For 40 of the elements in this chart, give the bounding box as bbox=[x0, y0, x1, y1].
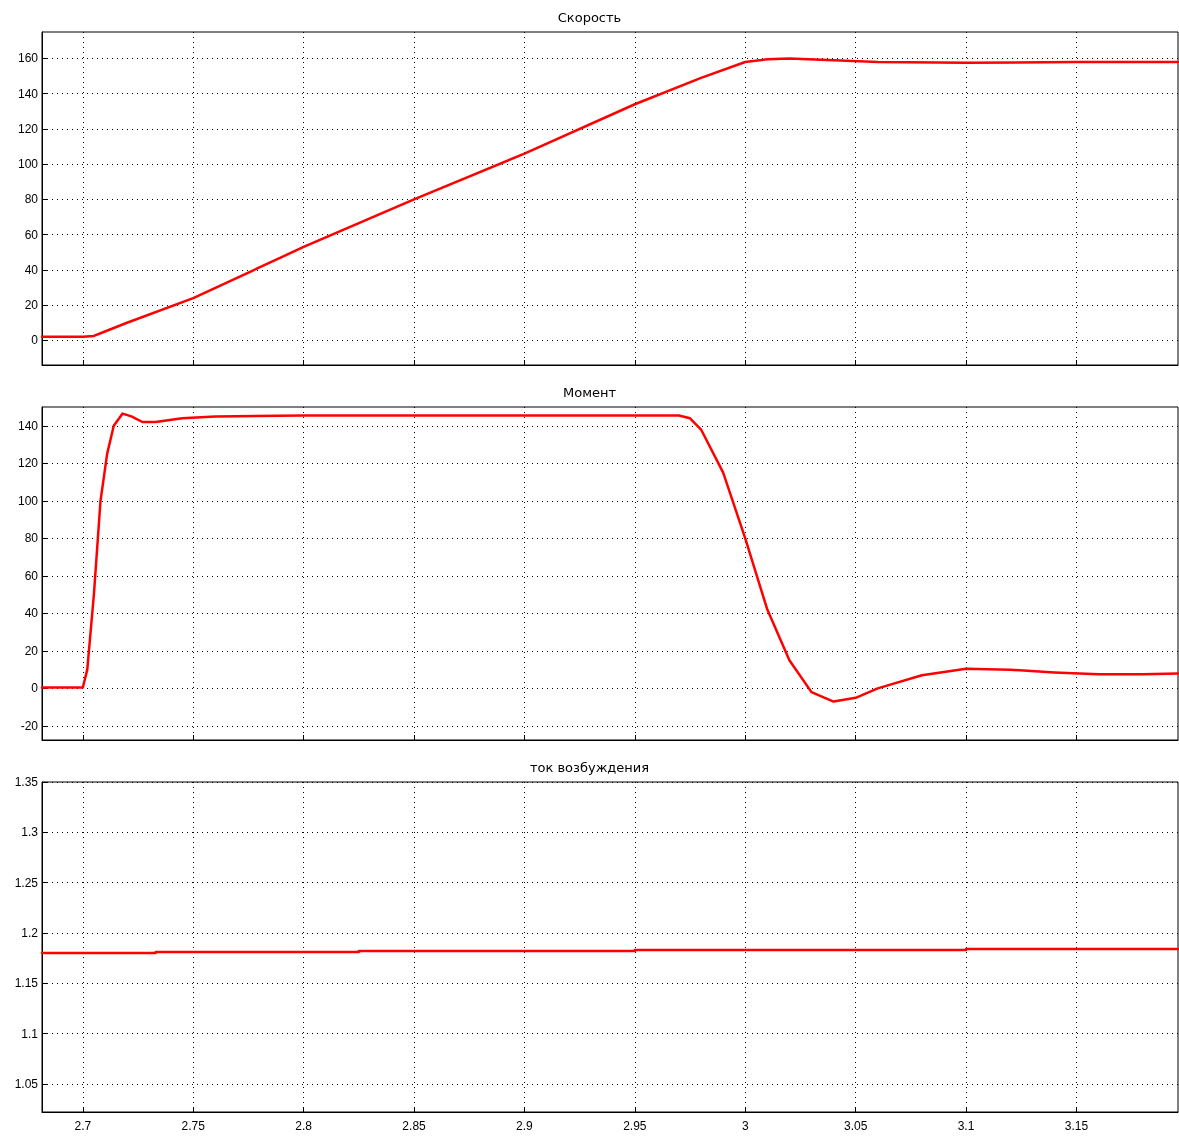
y-tick-label: 60 bbox=[24, 568, 39, 583]
y-tick-label: 140 bbox=[17, 86, 39, 101]
y-tick-label: 1.1 bbox=[21, 1026, 39, 1041]
y-tick-label: 1.05 bbox=[14, 1076, 39, 1091]
y-tick-label: 140 bbox=[17, 418, 39, 433]
x-tick-label: 2.95 bbox=[623, 1119, 647, 1133]
x-tick-label: 3.15 bbox=[1064, 1119, 1089, 1133]
y-tick-label: 1.35 bbox=[14, 775, 39, 789]
x-tick-label: 3.1 bbox=[957, 1119, 975, 1133]
chart-title: ток возбуждения bbox=[529, 760, 650, 775]
y-tick-label: -20 bbox=[20, 718, 39, 733]
x-tick-label: 2.75 bbox=[181, 1119, 206, 1133]
x-tick-label: 2.85 bbox=[402, 1119, 427, 1133]
y-tick-label: 160 bbox=[17, 51, 39, 66]
y-tick-label: 1.3 bbox=[21, 825, 39, 840]
y-tick-label: 0 bbox=[31, 333, 39, 348]
y-tick-label: 100 bbox=[17, 157, 39, 172]
line-series bbox=[40, 57, 1179, 339]
x-tick-label: 2.9 bbox=[516, 1119, 534, 1133]
y-tick-label: 1.25 bbox=[14, 875, 39, 890]
y-tick-label: 60 bbox=[24, 227, 39, 242]
y-tick-label: 20 bbox=[24, 643, 39, 658]
line-series bbox=[40, 412, 1179, 703]
y-tick-label: 100 bbox=[17, 493, 39, 508]
x-tick-label: 2.7 bbox=[74, 1119, 92, 1133]
y-tick-label: 120 bbox=[17, 456, 39, 471]
y-tick-label: 1.2 bbox=[21, 925, 39, 940]
x-tick-label: 2.8 bbox=[295, 1119, 313, 1133]
chart-title: Скорость bbox=[557, 10, 622, 25]
y-tick-label: 120 bbox=[17, 121, 39, 136]
x-tick-label: 3 bbox=[741, 1119, 749, 1133]
y-tick-label: 80 bbox=[24, 192, 39, 207]
y-tick-label: 0 bbox=[31, 681, 39, 696]
y-tick-label: 1.15 bbox=[14, 976, 39, 991]
chart-title: Момент bbox=[562, 385, 617, 400]
x-tick-label: 3.05 bbox=[843, 1119, 868, 1133]
y-tick-label: 80 bbox=[24, 531, 39, 546]
y-tick-label: 40 bbox=[24, 262, 39, 277]
y-tick-label: 20 bbox=[24, 298, 39, 313]
y-tick-label: 40 bbox=[24, 606, 39, 621]
